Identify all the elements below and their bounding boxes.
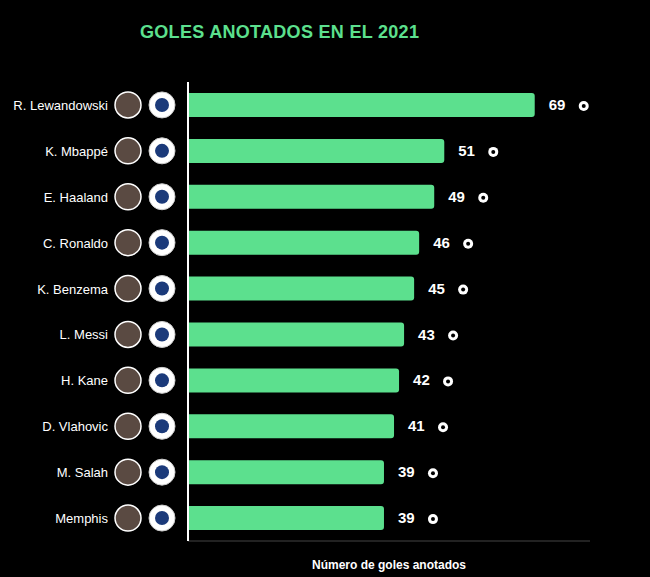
html-text:GOLES ANOTADOS EN EL 2021: GOLES ANOTADOS EN EL 2021 [140, 22, 420, 42]
svg-text:39: 39 [398, 509, 415, 526]
svg-text:M. Salah: M. Salah [57, 465, 108, 480]
svg-text:41: 41 [408, 417, 425, 434]
svg-text:39: 39 [398, 463, 415, 480]
svg-text:45: 45 [428, 280, 445, 297]
svg-text:43: 43 [418, 326, 435, 343]
svg-text:K. Benzema: K. Benzema [37, 282, 109, 297]
svg-text:L. Messi: L. Messi [60, 327, 109, 342]
svg-text:42: 42 [413, 371, 430, 388]
svg-text:E. Haaland: E. Haaland [44, 190, 108, 205]
svg-text:C. Ronaldo: C. Ronaldo [43, 236, 108, 251]
svg-text:Número de goles anotados: Número de goles anotados [312, 558, 466, 572]
svg-text:H. Kane: H. Kane [61, 373, 108, 388]
svg-text:49: 49 [448, 188, 465, 205]
svg-text:K. Mbappé: K. Mbappé [45, 144, 108, 159]
svg-text:51: 51 [458, 142, 475, 159]
svg-text:69: 69 [549, 96, 566, 113]
svg-text:46: 46 [433, 234, 450, 251]
svg-text:D. Vlahovic: D. Vlahovic [42, 419, 108, 434]
svg-text:Memphis: Memphis [55, 511, 108, 526]
svg-text:R. Lewandowski: R. Lewandowski [13, 98, 108, 113]
